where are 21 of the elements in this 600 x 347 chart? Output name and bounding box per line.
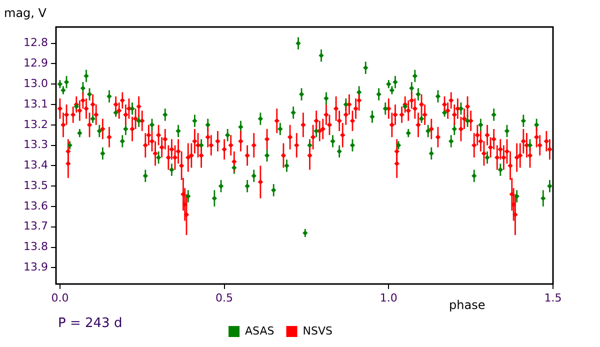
x-tick-label: 0.5 (216, 291, 234, 304)
x-tick-label: 1.0 (380, 291, 398, 304)
y-tick-label: 13.5 (24, 178, 48, 192)
y-axis-title: mag, V (4, 6, 46, 20)
legend-label: NSVS (302, 324, 332, 338)
x-tick-label: 1.5 (544, 291, 562, 304)
legend-label: ASAS (245, 324, 274, 338)
y-tick-label: 13.4 (24, 158, 48, 172)
x-tick-label: 0.0 (51, 291, 69, 304)
y-tick-label: 13.8 (24, 240, 48, 254)
y-tick-label: 13.6 (24, 199, 48, 212)
y-tick-label: 13.1 (24, 97, 48, 110)
y-tick-label: 12.8 (24, 36, 48, 50)
y-tick-label: 13.0 (24, 76, 48, 90)
y-tick-label: 12.9 (24, 56, 48, 70)
y-tick-label: 13.7 (24, 220, 48, 233)
y-tick-label: 13.2 (24, 118, 48, 131)
text: P = 243 d (58, 316, 122, 331)
x-axis-title: phase (449, 298, 486, 312)
y-tick-label: 13.9 (24, 260, 48, 274)
y-tick-label: 13.3 (24, 138, 48, 152)
